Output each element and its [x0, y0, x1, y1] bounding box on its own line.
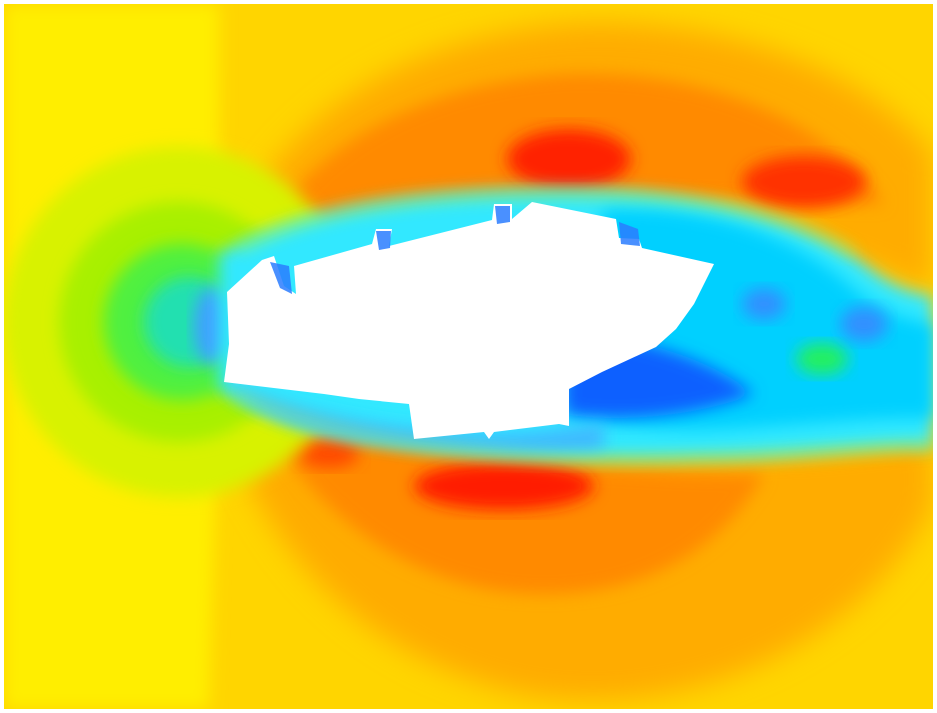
- upper-shear-edge: [237, 190, 856, 257]
- lower-red-region-small: [299, 440, 359, 468]
- lower-boundary-layer: [224, 382, 604, 453]
- contour-plot: [4, 4, 933, 709]
- bluff-body: [224, 202, 714, 439]
- upper-red-region-left: [507, 129, 631, 189]
- body-notch-1: [270, 262, 292, 294]
- lower-shear-edge: [232, 391, 933, 463]
- wake-blue-eddy-b: [742, 288, 786, 320]
- upper-red-region-right: [742, 156, 866, 208]
- body-notch-4: [619, 222, 640, 246]
- body-notch-2: [376, 231, 391, 250]
- body-notch-3: [495, 206, 510, 224]
- wake-blue-eddy-a: [840, 306, 888, 342]
- wake-green-eddy: [796, 343, 848, 375]
- lower-red-region: [414, 462, 594, 510]
